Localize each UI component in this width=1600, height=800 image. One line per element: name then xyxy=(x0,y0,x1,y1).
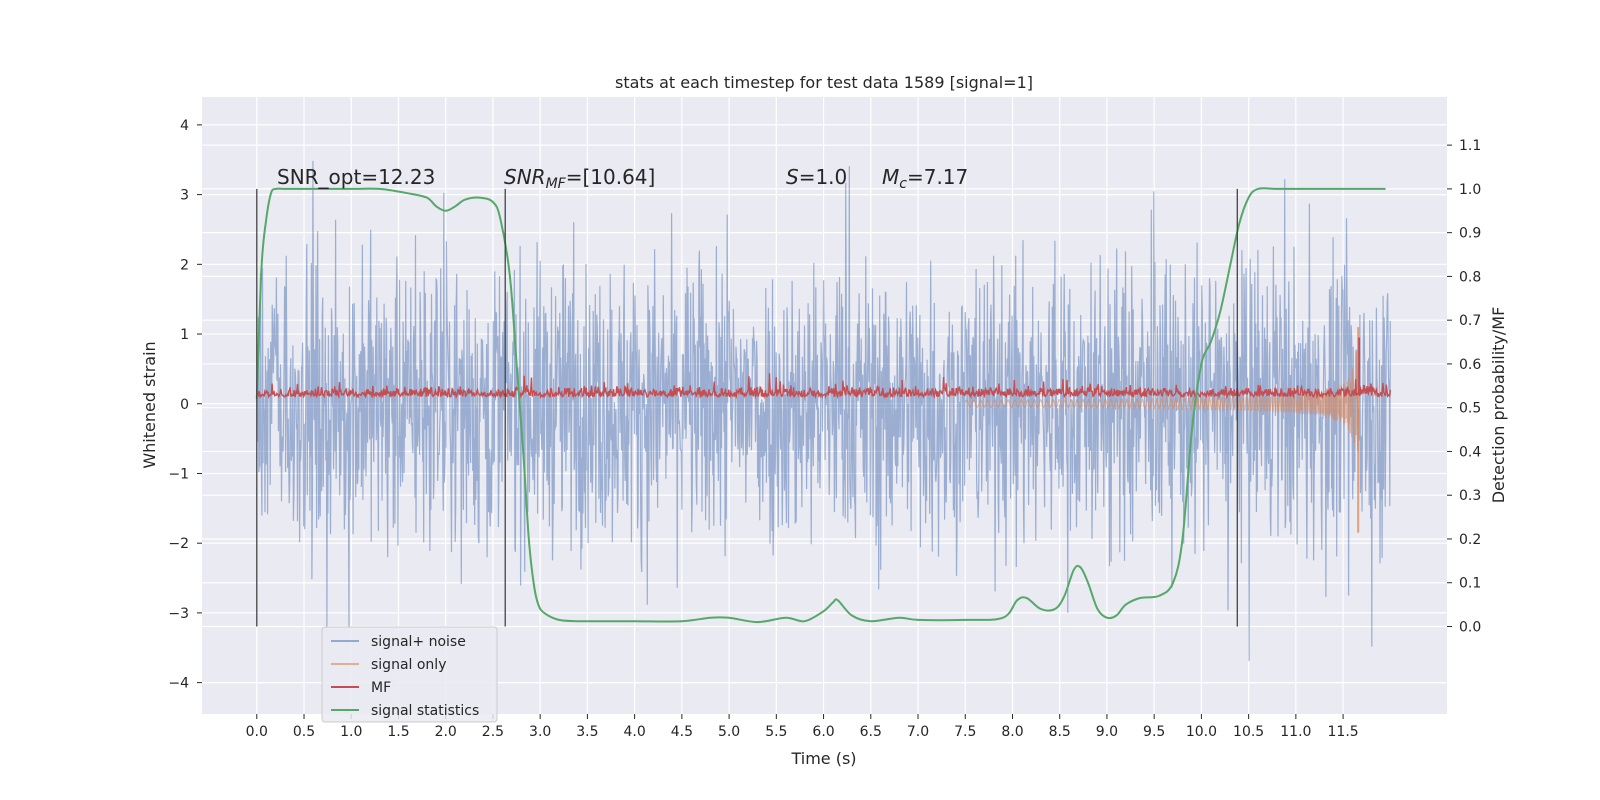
y2-tick-label: 0.1 xyxy=(1459,576,1481,592)
mc-sub: c xyxy=(899,176,907,192)
x-tick-label: 8.5 xyxy=(1049,724,1071,740)
y2-tick-label: 0.0 xyxy=(1459,619,1481,635)
y2-axis-ticks: 0.0 0.1 0.2 0.3 0.4 0.5 0.6 0.7 0.8 0.9 1.0 1.1 xyxy=(1447,138,1481,635)
series-signal-noise-line xyxy=(256,160,1391,662)
x-tick-label: 10.5 xyxy=(1233,724,1264,740)
marker-layer xyxy=(256,188,1238,627)
y-tick-label: 1 xyxy=(180,327,189,343)
y-axis-ticks: −4 −3 −2 −1 0 1 2 3 4 xyxy=(168,118,202,692)
x-tick-label: 2.5 xyxy=(482,724,504,740)
annotation-s: S=1.0 xyxy=(786,165,847,189)
annotation-mc: Mc=7.17 xyxy=(882,165,968,192)
legend-label-signal-only: signal only xyxy=(371,657,446,673)
legend: signal+ noise signal only MF signal stat… xyxy=(321,626,498,723)
legend-box xyxy=(321,626,498,723)
x-tick-label: 5.0 xyxy=(718,724,740,740)
y2-tick-label: 0.7 xyxy=(1459,313,1481,329)
x-tick-label: 5.5 xyxy=(765,724,787,740)
x-tick-label: 9.0 xyxy=(1096,724,1118,740)
y2-tick-label: 0.3 xyxy=(1459,488,1481,504)
y2-axis-label: Detection probability/MF xyxy=(1489,307,1508,504)
y-tick-label: −2 xyxy=(168,536,189,552)
x-tick-label: 3.0 xyxy=(529,724,551,740)
mc-var: M xyxy=(882,165,899,189)
y-tick-label: 4 xyxy=(180,118,189,134)
s-var: S xyxy=(786,165,799,189)
y2-tick-label: 1.1 xyxy=(1459,138,1481,154)
series-layer xyxy=(255,160,1391,662)
y2-tick-label: 0.9 xyxy=(1459,226,1481,242)
y-tick-label: 3 xyxy=(180,188,189,204)
snr-mf-sub: MF xyxy=(546,176,567,192)
x-tick-label: 11.5 xyxy=(1328,724,1359,740)
x-tick-label: 8.0 xyxy=(1001,724,1023,740)
annotation-snr-opt: SNR_opt=12.23 xyxy=(277,165,435,189)
chart-title: stats at each timestep for test data 158… xyxy=(615,73,1033,92)
series-signal-statistics-line xyxy=(255,187,1386,624)
y-tick-label: −3 xyxy=(168,606,189,622)
snr-mf-rest: =[10.64] xyxy=(566,165,656,189)
legend-label-signal-noise: signal+ noise xyxy=(371,634,466,650)
x-axis-ticks: 0.0 0.5 1.0 1.5 2.0 2.5 3.0 3.5 4.0 4.5 5.0 5.5 6.0 6… xyxy=(246,714,1359,740)
x-axis-label: Time (s) xyxy=(790,749,856,768)
x-tick-label: 4.5 xyxy=(671,724,693,740)
y-tick-label: −4 xyxy=(168,676,189,692)
x-tick-label: 1.0 xyxy=(340,724,362,740)
x-tick-label: 7.5 xyxy=(954,724,976,740)
x-tick-label: 4.0 xyxy=(623,724,645,740)
y-tick-label: 0 xyxy=(180,397,189,413)
legend-label-mf: MF xyxy=(371,680,391,696)
y-tick-label: 2 xyxy=(180,257,189,273)
x-tick-label: 2.0 xyxy=(435,724,457,740)
snr-mf-main: SNR xyxy=(504,165,546,189)
x-tick-label: 3.5 xyxy=(576,724,598,740)
y2-tick-label: 0.5 xyxy=(1459,401,1481,417)
x-tick-label: 0.5 xyxy=(293,724,315,740)
x-tick-label: 6.0 xyxy=(812,724,834,740)
y2-tick-label: 0.6 xyxy=(1459,357,1481,373)
y2-tick-label: 0.4 xyxy=(1459,444,1481,460)
x-tick-label: 11.0 xyxy=(1280,724,1311,740)
x-tick-label: 6.5 xyxy=(860,724,882,740)
series-mf-line xyxy=(256,373,1391,400)
x-tick-label: 1.5 xyxy=(387,724,409,740)
y2-tick-label: 0.2 xyxy=(1459,532,1481,548)
x-tick-label: 9.5 xyxy=(1143,724,1165,740)
legend-label-signal-statistics: signal statistics xyxy=(371,703,479,719)
x-tick-label: 7.0 xyxy=(907,724,929,740)
mc-rest: =7.17 xyxy=(907,165,968,189)
y-axis-label: Whitened strain xyxy=(140,341,159,468)
y2-tick-label: 1.0 xyxy=(1459,182,1481,198)
y2-tick-label: 0.8 xyxy=(1459,269,1481,285)
x-tick-label: 10.0 xyxy=(1186,724,1217,740)
x-tick-label: 0.0 xyxy=(246,724,268,740)
s-rest: =1.0 xyxy=(799,165,848,189)
y-tick-label: −1 xyxy=(168,466,189,482)
annotation-snr-mf: SNRMF=[10.64] xyxy=(504,165,655,192)
